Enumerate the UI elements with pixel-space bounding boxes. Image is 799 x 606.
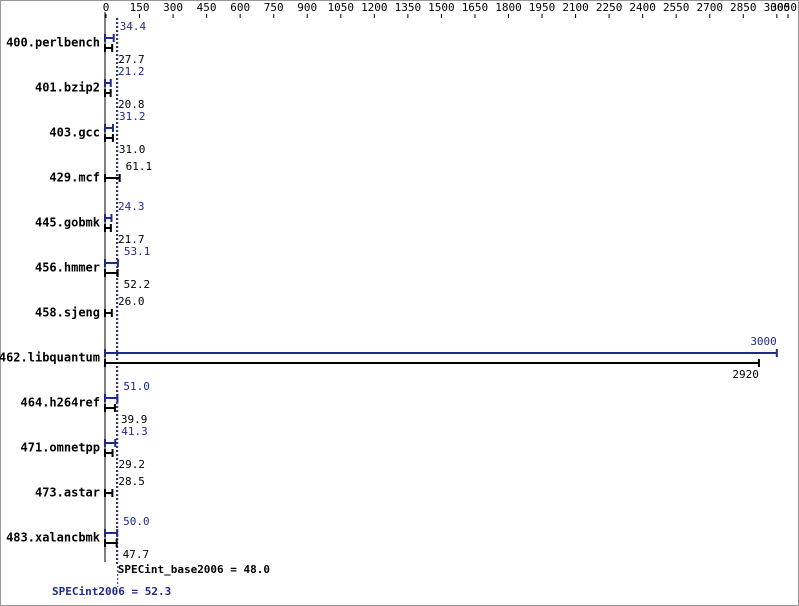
x-tick-label: 0 bbox=[103, 1, 110, 14]
category-label: 445.gobmk bbox=[35, 216, 101, 230]
value-label: 31.2 bbox=[119, 110, 146, 123]
value-label: 51.0 bbox=[123, 380, 150, 393]
x-tick-label: 900 bbox=[297, 1, 317, 14]
x-tick-label: 150 bbox=[130, 1, 150, 14]
value-label: 29.2 bbox=[119, 458, 146, 471]
summary-label: SPECint2006 = 52.3 bbox=[52, 585, 171, 598]
value-label: 26.0 bbox=[118, 295, 145, 308]
x-tick-label: 1050 bbox=[328, 1, 355, 14]
x-tick-label: 3050 bbox=[771, 1, 798, 14]
category-label: 483.xalancbmk bbox=[6, 531, 101, 545]
x-tick-label: 2400 bbox=[629, 1, 656, 14]
value-label: 24.3 bbox=[118, 200, 145, 213]
x-tick-label: 1500 bbox=[428, 1, 455, 14]
value-label: 2920 bbox=[732, 368, 759, 381]
value-label: 61.1 bbox=[126, 160, 152, 173]
value-label: 41.3 bbox=[121, 425, 148, 438]
value-label: 3000 bbox=[750, 335, 777, 348]
x-tick-label: 1950 bbox=[529, 1, 556, 14]
x-tick-label: 2550 bbox=[663, 1, 690, 14]
x-tick-label: 1200 bbox=[361, 1, 388, 14]
value-label: 34.4 bbox=[120, 20, 147, 33]
category-label: 401.bzip2 bbox=[35, 81, 100, 95]
category-label: 464.h264ref bbox=[21, 396, 100, 410]
value-label: 50.0 bbox=[123, 515, 150, 528]
x-tick-label: 600 bbox=[230, 1, 250, 14]
value-label: 31.0 bbox=[119, 143, 145, 156]
value-label: 47.7 bbox=[123, 548, 150, 561]
value-label: 21.7 bbox=[118, 233, 145, 246]
category-label: 458.sjeng bbox=[35, 306, 100, 320]
x-tick-label: 1800 bbox=[495, 1, 522, 14]
category-label: 403.gcc bbox=[49, 126, 100, 140]
value-label: 27.7 bbox=[118, 53, 145, 66]
x-tick-label: 1350 bbox=[395, 1, 422, 14]
value-label: 52.2 bbox=[124, 278, 151, 291]
category-label: 462.libquantum bbox=[0, 351, 100, 365]
x-tick-label: 1650 bbox=[462, 1, 489, 14]
summary-label: SPECint_base2006 = 48.0 bbox=[118, 563, 270, 576]
category-label: 429.mcf bbox=[49, 171, 100, 185]
value-label: 39.9 bbox=[121, 413, 148, 426]
x-tick-label: 750 bbox=[264, 1, 284, 14]
value-label: 20.8 bbox=[118, 98, 145, 111]
category-label: 456.hmmer bbox=[35, 261, 100, 275]
value-label: 53.1 bbox=[124, 245, 151, 258]
x-tick-label: 2700 bbox=[696, 1, 723, 14]
x-tick-label: 450 bbox=[197, 1, 217, 14]
category-label: 471.omnetpp bbox=[21, 441, 100, 455]
category-label: 473.astar bbox=[35, 486, 100, 500]
x-tick-label: 2850 bbox=[730, 1, 757, 14]
x-tick-label: 2250 bbox=[596, 1, 623, 14]
x-tick-label: 3000 bbox=[764, 1, 791, 14]
x-tick-label: 2100 bbox=[562, 1, 589, 14]
x-tick-label: 300 bbox=[163, 1, 183, 14]
value-label: 21.2 bbox=[118, 65, 145, 78]
category-label: 400.perlbench bbox=[6, 36, 100, 50]
value-label: 28.5 bbox=[118, 475, 145, 488]
